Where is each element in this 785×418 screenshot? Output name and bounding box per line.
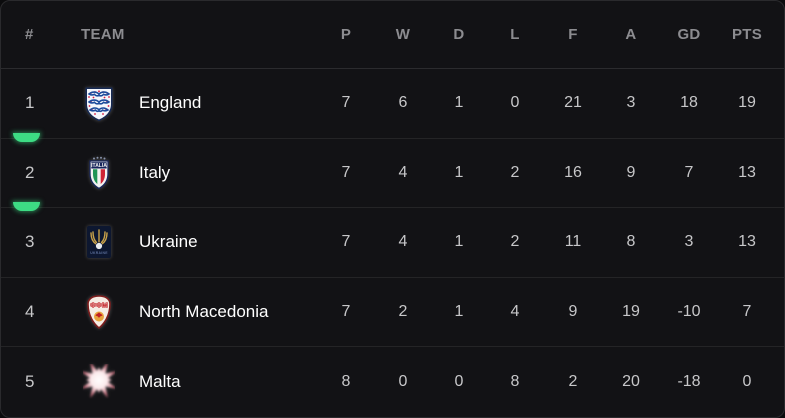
svg-text:UKRAINE: UKRAINE — [90, 251, 108, 255]
svg-text:ITALIA: ITALIA — [91, 163, 107, 169]
svg-text:ФФМ: ФФМ — [90, 302, 108, 309]
